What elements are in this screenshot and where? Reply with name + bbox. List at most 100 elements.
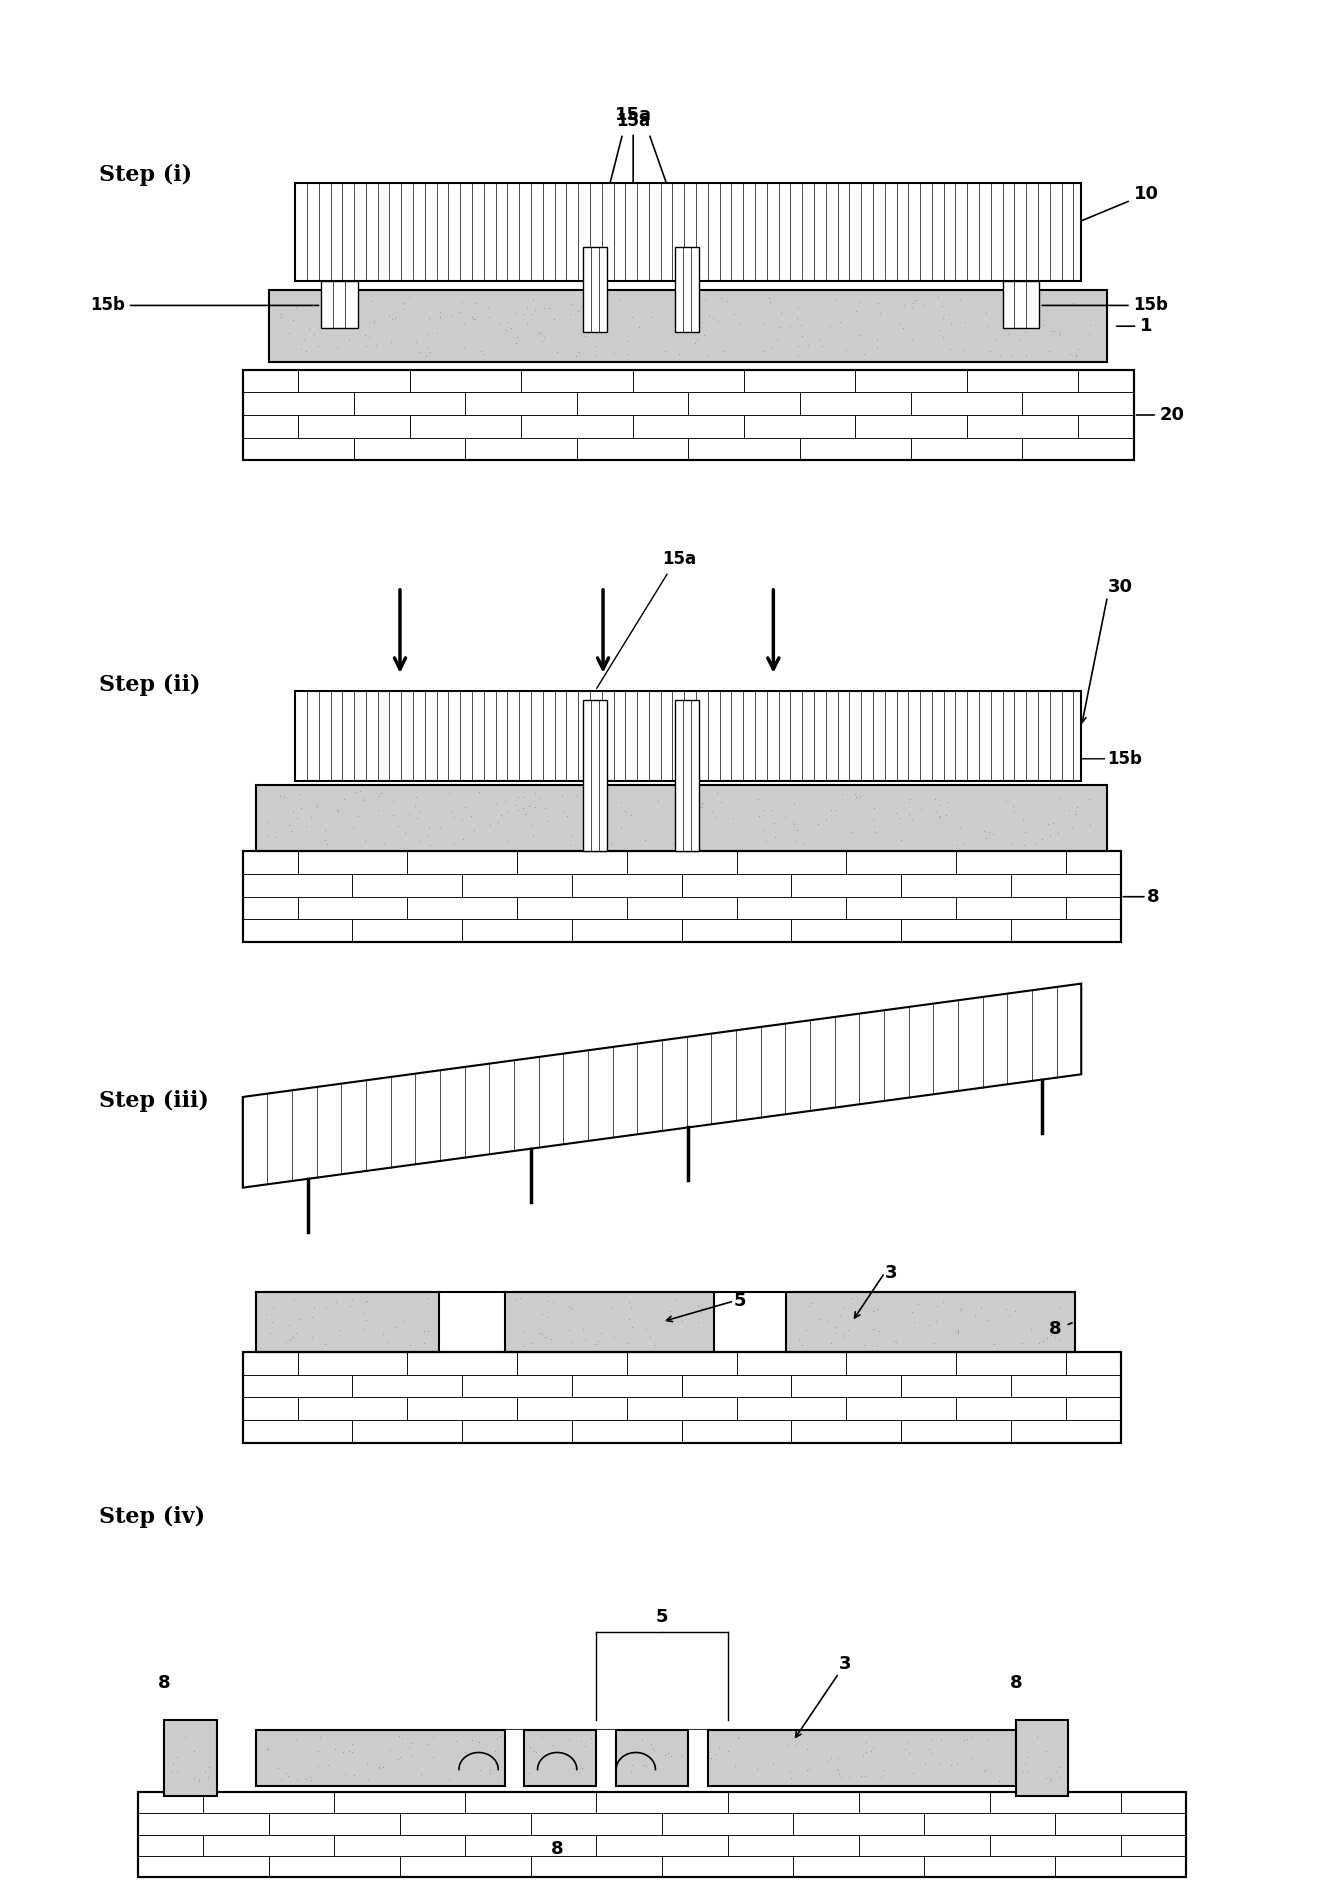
Point — [977, 1304, 998, 1334]
Point — [184, 1764, 205, 1795]
Point — [1033, 1326, 1054, 1357]
Point — [167, 1741, 188, 1772]
Point — [486, 790, 507, 820]
Point — [1025, 830, 1046, 860]
Point — [869, 297, 890, 327]
Point — [518, 1758, 539, 1789]
Point — [420, 830, 441, 860]
Point — [305, 790, 326, 820]
Point — [1002, 339, 1023, 369]
Point — [1004, 284, 1025, 314]
Point — [976, 822, 997, 853]
Point — [307, 331, 328, 362]
Point — [256, 1734, 277, 1764]
Point — [940, 1751, 961, 1781]
Point — [418, 813, 440, 843]
Point — [516, 293, 538, 324]
Point — [270, 301, 291, 331]
Point — [520, 811, 542, 841]
Text: 8: 8 — [158, 1675, 171, 1692]
Point — [989, 1766, 1010, 1796]
Point — [602, 1292, 624, 1323]
Point — [1004, 795, 1025, 826]
Point — [602, 830, 624, 860]
Point — [387, 811, 408, 841]
Point — [356, 1749, 377, 1779]
Point — [523, 1736, 544, 1766]
Point — [710, 788, 731, 818]
Point — [560, 1294, 581, 1324]
Point — [1046, 1756, 1067, 1787]
Point — [417, 1730, 438, 1760]
Point — [334, 784, 355, 814]
Point — [698, 1737, 719, 1768]
Point — [588, 1324, 609, 1355]
Bar — [256, 1292, 440, 1351]
Point — [691, 1296, 712, 1326]
Point — [319, 282, 340, 312]
Point — [516, 308, 538, 339]
Point — [263, 1292, 285, 1323]
Point — [530, 318, 551, 348]
Point — [306, 792, 327, 822]
Point — [445, 1726, 466, 1756]
Point — [418, 303, 440, 333]
Point — [575, 1324, 596, 1355]
Point — [393, 295, 414, 325]
Point — [920, 1724, 941, 1755]
Point — [716, 285, 737, 316]
Point — [978, 816, 1000, 847]
Point — [863, 1732, 884, 1762]
Point — [727, 1722, 748, 1753]
Point — [291, 333, 312, 363]
Point — [694, 1756, 715, 1787]
Point — [471, 337, 493, 367]
Point — [759, 284, 780, 314]
Point — [519, 1732, 540, 1762]
Point — [367, 795, 388, 826]
Point — [1067, 792, 1088, 822]
Text: 5: 5 — [655, 1608, 669, 1625]
Text: 8: 8 — [1147, 887, 1160, 906]
Point — [780, 1755, 801, 1785]
Point — [996, 1294, 1017, 1324]
Point — [552, 797, 573, 828]
Point — [929, 801, 951, 832]
Point — [283, 1323, 305, 1353]
Point — [655, 1304, 677, 1334]
Point — [694, 320, 715, 350]
Point — [960, 1743, 981, 1774]
Point — [189, 1764, 211, 1795]
Text: Step (iv): Step (iv) — [99, 1505, 205, 1528]
Point — [647, 786, 669, 816]
Point — [560, 820, 581, 851]
Polygon shape — [242, 984, 1082, 1187]
Point — [496, 306, 518, 337]
Point — [565, 780, 587, 811]
Point — [718, 1736, 739, 1766]
Point — [925, 795, 947, 826]
Text: 15a: 15a — [614, 107, 651, 124]
Point — [278, 1324, 299, 1355]
Point — [810, 324, 831, 354]
Point — [809, 1304, 830, 1334]
Point — [899, 799, 920, 830]
Point — [910, 794, 931, 824]
Point — [965, 1300, 986, 1330]
Point — [571, 1726, 592, 1756]
Point — [290, 778, 311, 809]
Point — [318, 303, 339, 333]
Point — [820, 310, 841, 341]
Point — [559, 830, 580, 860]
Point — [400, 1741, 421, 1772]
Point — [506, 327, 527, 358]
Point — [527, 316, 548, 346]
Point — [919, 1734, 940, 1764]
Point — [982, 818, 1004, 849]
Point — [478, 291, 499, 322]
Point — [592, 1741, 613, 1772]
Point — [674, 297, 695, 327]
Point — [752, 308, 773, 339]
Point — [531, 1319, 552, 1349]
Point — [678, 828, 699, 858]
